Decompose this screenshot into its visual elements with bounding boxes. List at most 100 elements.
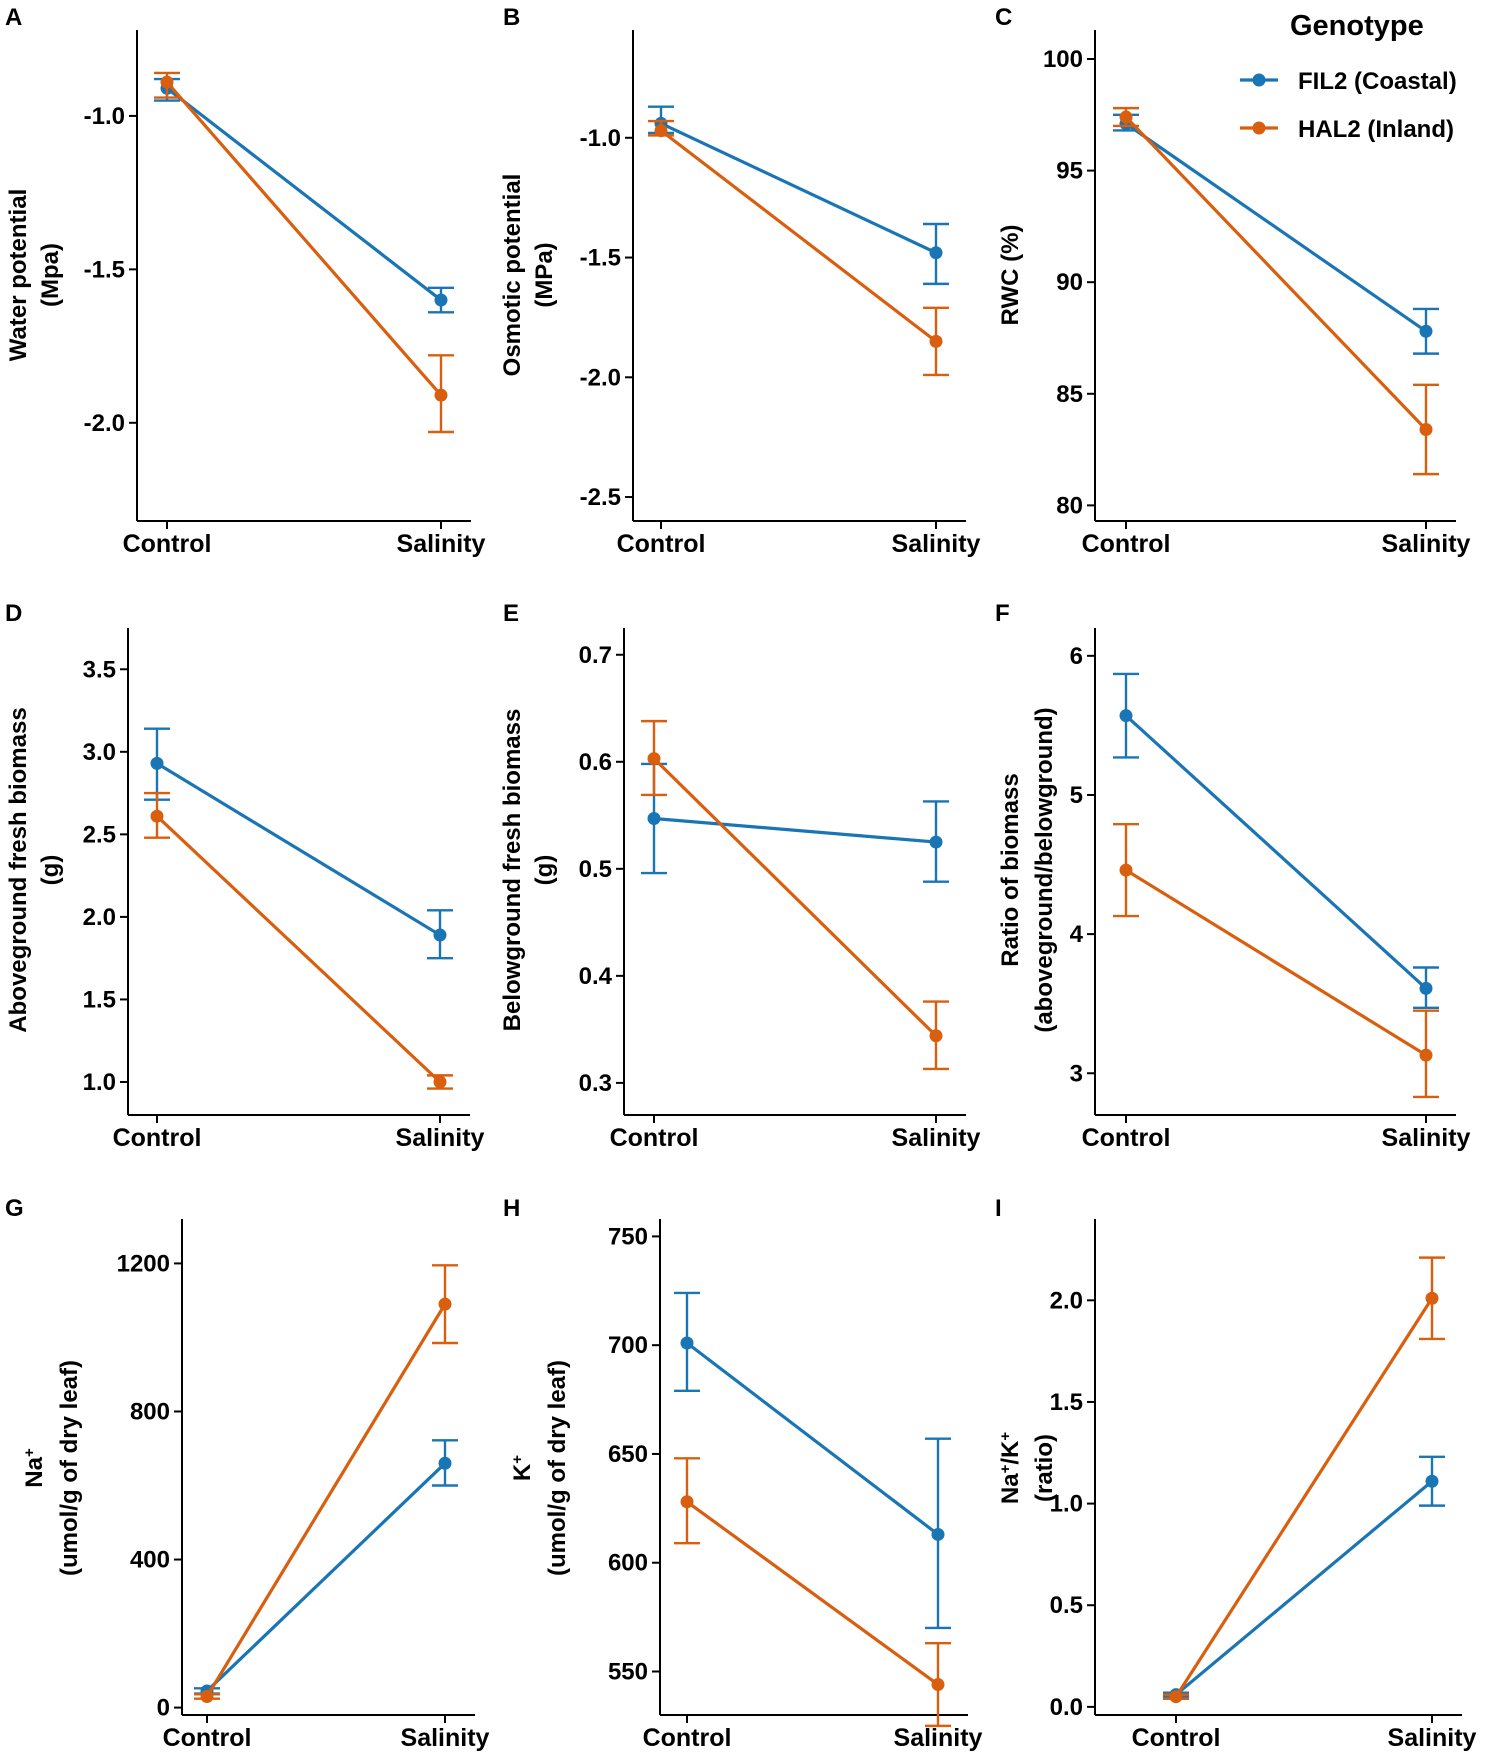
data-point <box>438 1456 452 1470</box>
series-fil2 <box>1163 1455 1445 1702</box>
x-tick-label: Salinity <box>1388 1724 1477 1752</box>
legend-item: HAL2 (Inland) <box>1240 116 1454 143</box>
x-tick-label: Control <box>1082 530 1171 558</box>
legend-item: FIL2 (Coastal) <box>1240 68 1457 95</box>
data-point <box>680 1336 694 1350</box>
y-tick-label: 2.5 <box>83 821 116 848</box>
y-tick-label: 0.3 <box>579 1070 612 1097</box>
data-point <box>1419 1048 1433 1062</box>
x-tick-label: Control <box>610 1124 699 1152</box>
data-point <box>1419 422 1433 436</box>
panel-c: C 100 95 90 85 80 Control Salinity RWC (%) <box>995 4 1471 558</box>
data-point <box>654 124 668 138</box>
y-tick-label: 5 <box>1070 782 1083 809</box>
x-tick-label: Control <box>643 1724 732 1752</box>
x-tick-label: Salinity <box>1382 530 1471 558</box>
y-tick-label: 2.0 <box>1050 1287 1083 1314</box>
series-line <box>205 1303 447 1698</box>
series-line <box>205 1462 447 1693</box>
x-tick-label: Salinity <box>1382 1124 1471 1152</box>
panel-label: D <box>5 600 22 627</box>
panel-label: C <box>995 4 1012 31</box>
x-tick-label: Salinity <box>396 1124 485 1152</box>
series-fil2 <box>1113 672 1439 1010</box>
y-tick-label: 1.5 <box>1050 1389 1083 1416</box>
y-axis-label: Ratio of biomass <box>997 773 1024 966</box>
y-tick-label: 0.5 <box>579 856 612 883</box>
legend-title: Genotype <box>1290 10 1424 42</box>
series-line <box>652 757 938 1037</box>
y-tick-label: 1.5 <box>83 986 116 1013</box>
panel-f: F 6 5 4 3 Control Salinity Ratio of biomass (abo… <box>995 600 1471 1152</box>
y-tick-label: 80 <box>1056 492 1083 519</box>
series-fil2 <box>194 1439 458 1698</box>
legend-marker <box>1252 73 1266 87</box>
series-line <box>686 1341 939 1536</box>
data-point <box>647 812 661 826</box>
series-fil2 <box>1113 113 1439 355</box>
legend: Genotype FIL2 (Coastal) HAL2 (Inland) <box>1240 10 1457 143</box>
x-tick-label: Control <box>123 530 212 558</box>
series-fil2 <box>648 105 949 286</box>
series-line <box>165 81 443 397</box>
series-hal2 <box>674 1457 951 1728</box>
series-line <box>660 121 937 255</box>
y-tick-label: 90 <box>1056 269 1083 296</box>
y-tick-label: 0 <box>157 1695 170 1722</box>
y-tick-label: 550 <box>608 1658 648 1685</box>
y-tick-label: 800 <box>130 1398 170 1425</box>
y-tick-label: 4 <box>1070 921 1084 948</box>
y-axis-label: (g) <box>37 855 64 886</box>
y-axis-label: Belowground fresh biomass <box>499 709 526 1032</box>
y-axis-label: (MPa) <box>531 242 558 307</box>
panel-label: G <box>5 1195 24 1222</box>
series-line <box>653 816 937 844</box>
y-axis-label: K+ <box>509 1455 537 1481</box>
panel-i: I 2.0 1.5 1.0 0.5 0.0 Control Salinity Na+/K+ (ra… <box>995 1195 1477 1752</box>
x-tick-label: Control <box>617 530 706 558</box>
y-axis-label: Aboveground fresh biomass <box>5 707 32 1032</box>
y-axis-label: Na+ <box>21 1448 49 1488</box>
series-fil2 <box>674 1291 951 1630</box>
y-tick-label: 95 <box>1056 158 1083 185</box>
y-tick-label: 2.0 <box>83 904 116 931</box>
x-tick-label: Salinity <box>894 1724 983 1752</box>
x-tick-label: Control <box>113 1124 202 1152</box>
y-tick-label: -2.0 <box>84 410 125 437</box>
panel-e: E 0.7 0.6 0.5 0.4 0.3 Control Salinity Belowgrou… <box>499 600 981 1152</box>
series-fil2 <box>154 77 454 314</box>
series-line <box>155 815 442 1084</box>
data-point <box>1119 863 1133 877</box>
y-tick-label: 750 <box>608 1223 648 1250</box>
series-fil2 <box>641 762 949 883</box>
panel-b: B -1.0 -1.5 -2.0 -2.5 Control Salinity Osmotic … <box>499 4 981 558</box>
y-axis-label: (Mpa) <box>37 243 64 307</box>
y-tick-label: 3.5 <box>83 656 116 683</box>
data-point <box>150 809 164 823</box>
series-line <box>1124 714 1428 990</box>
y-tick-label: 1200 <box>117 1250 170 1277</box>
data-point <box>1419 981 1433 995</box>
y-tick-label: 6 <box>1070 643 1083 670</box>
data-point <box>929 334 943 348</box>
y-tick-label: 0.0 <box>1050 1694 1083 1721</box>
data-point <box>680 1495 694 1509</box>
legend-label: FIL2 (Coastal) <box>1298 68 1457 95</box>
series-line <box>1124 115 1428 431</box>
y-tick-label: 3 <box>1070 1060 1083 1087</box>
panel-label: E <box>503 600 519 627</box>
series-fil2 <box>144 727 453 960</box>
series-hal2 <box>154 71 454 434</box>
data-point <box>434 388 448 402</box>
y-tick-label: 600 <box>608 1550 648 1577</box>
y-axis-label: (umol/g of dry leaf) <box>544 1360 571 1576</box>
series-line <box>660 129 937 343</box>
y-tick-label: 650 <box>608 1441 648 1468</box>
y-axis-label: (umol/g of dry leaf) <box>56 1360 83 1576</box>
data-point <box>929 1029 943 1043</box>
panel-label: F <box>995 600 1010 627</box>
y-axis-label: (g) <box>531 855 558 886</box>
data-point <box>931 1678 945 1692</box>
y-tick-label: -1.5 <box>580 245 621 272</box>
